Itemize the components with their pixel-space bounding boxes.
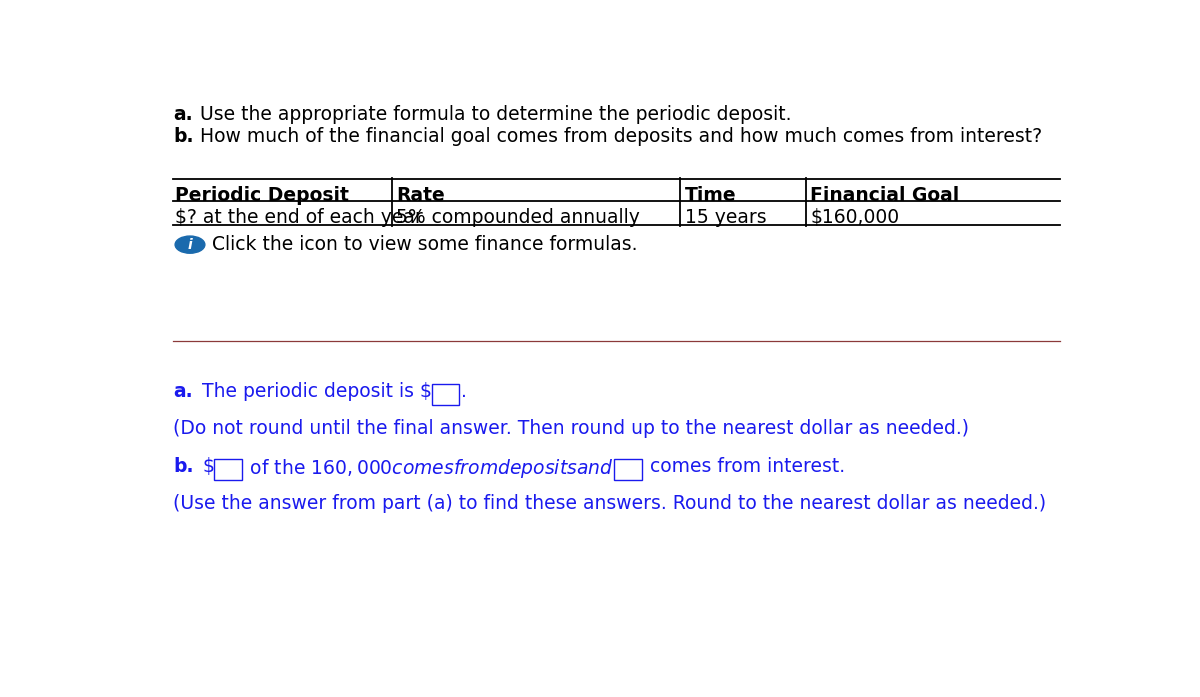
Text: a.: a. xyxy=(173,381,193,401)
Text: Rate: Rate xyxy=(396,185,445,205)
Text: How much of the financial goal comes from deposits and how much comes from inter: How much of the financial goal comes fro… xyxy=(193,127,1042,146)
Text: Financial Goal: Financial Goal xyxy=(810,185,960,205)
Text: Click the icon to view some finance formulas.: Click the icon to view some finance form… xyxy=(212,235,638,254)
Text: Time: Time xyxy=(685,185,737,205)
Text: b.: b. xyxy=(173,457,193,475)
Text: Use the appropriate formula to determine the periodic deposit.: Use the appropriate formula to determine… xyxy=(193,105,791,124)
Text: Periodic Deposit: Periodic Deposit xyxy=(175,185,349,205)
Circle shape xyxy=(175,236,205,253)
FancyBboxPatch shape xyxy=(215,459,242,480)
Text: a.: a. xyxy=(173,105,193,124)
Text: $: $ xyxy=(197,457,215,475)
Text: $? at the end of each year: $? at the end of each year xyxy=(175,208,422,227)
Text: (Use the answer from part (a) to find these answers. Round to the nearest dollar: (Use the answer from part (a) to find th… xyxy=(173,494,1046,513)
Text: .: . xyxy=(461,381,467,401)
Text: 5% compounded annually: 5% compounded annually xyxy=(396,208,641,227)
Text: of the $160,000 comes from deposits and $: of the $160,000 comes from deposits and … xyxy=(244,457,613,480)
Text: (Do not round until the final answer. Then round up to the nearest dollar as nee: (Do not round until the final answer. Th… xyxy=(173,419,970,438)
FancyBboxPatch shape xyxy=(432,383,460,405)
Text: b.: b. xyxy=(173,127,193,146)
FancyBboxPatch shape xyxy=(613,459,642,480)
Text: 15 years: 15 years xyxy=(685,208,767,227)
Text: The periodic deposit is $: The periodic deposit is $ xyxy=(196,381,432,401)
Text: $160,000: $160,000 xyxy=(810,208,900,227)
Text: i: i xyxy=(187,238,192,252)
Text: comes from interest.: comes from interest. xyxy=(643,457,845,475)
